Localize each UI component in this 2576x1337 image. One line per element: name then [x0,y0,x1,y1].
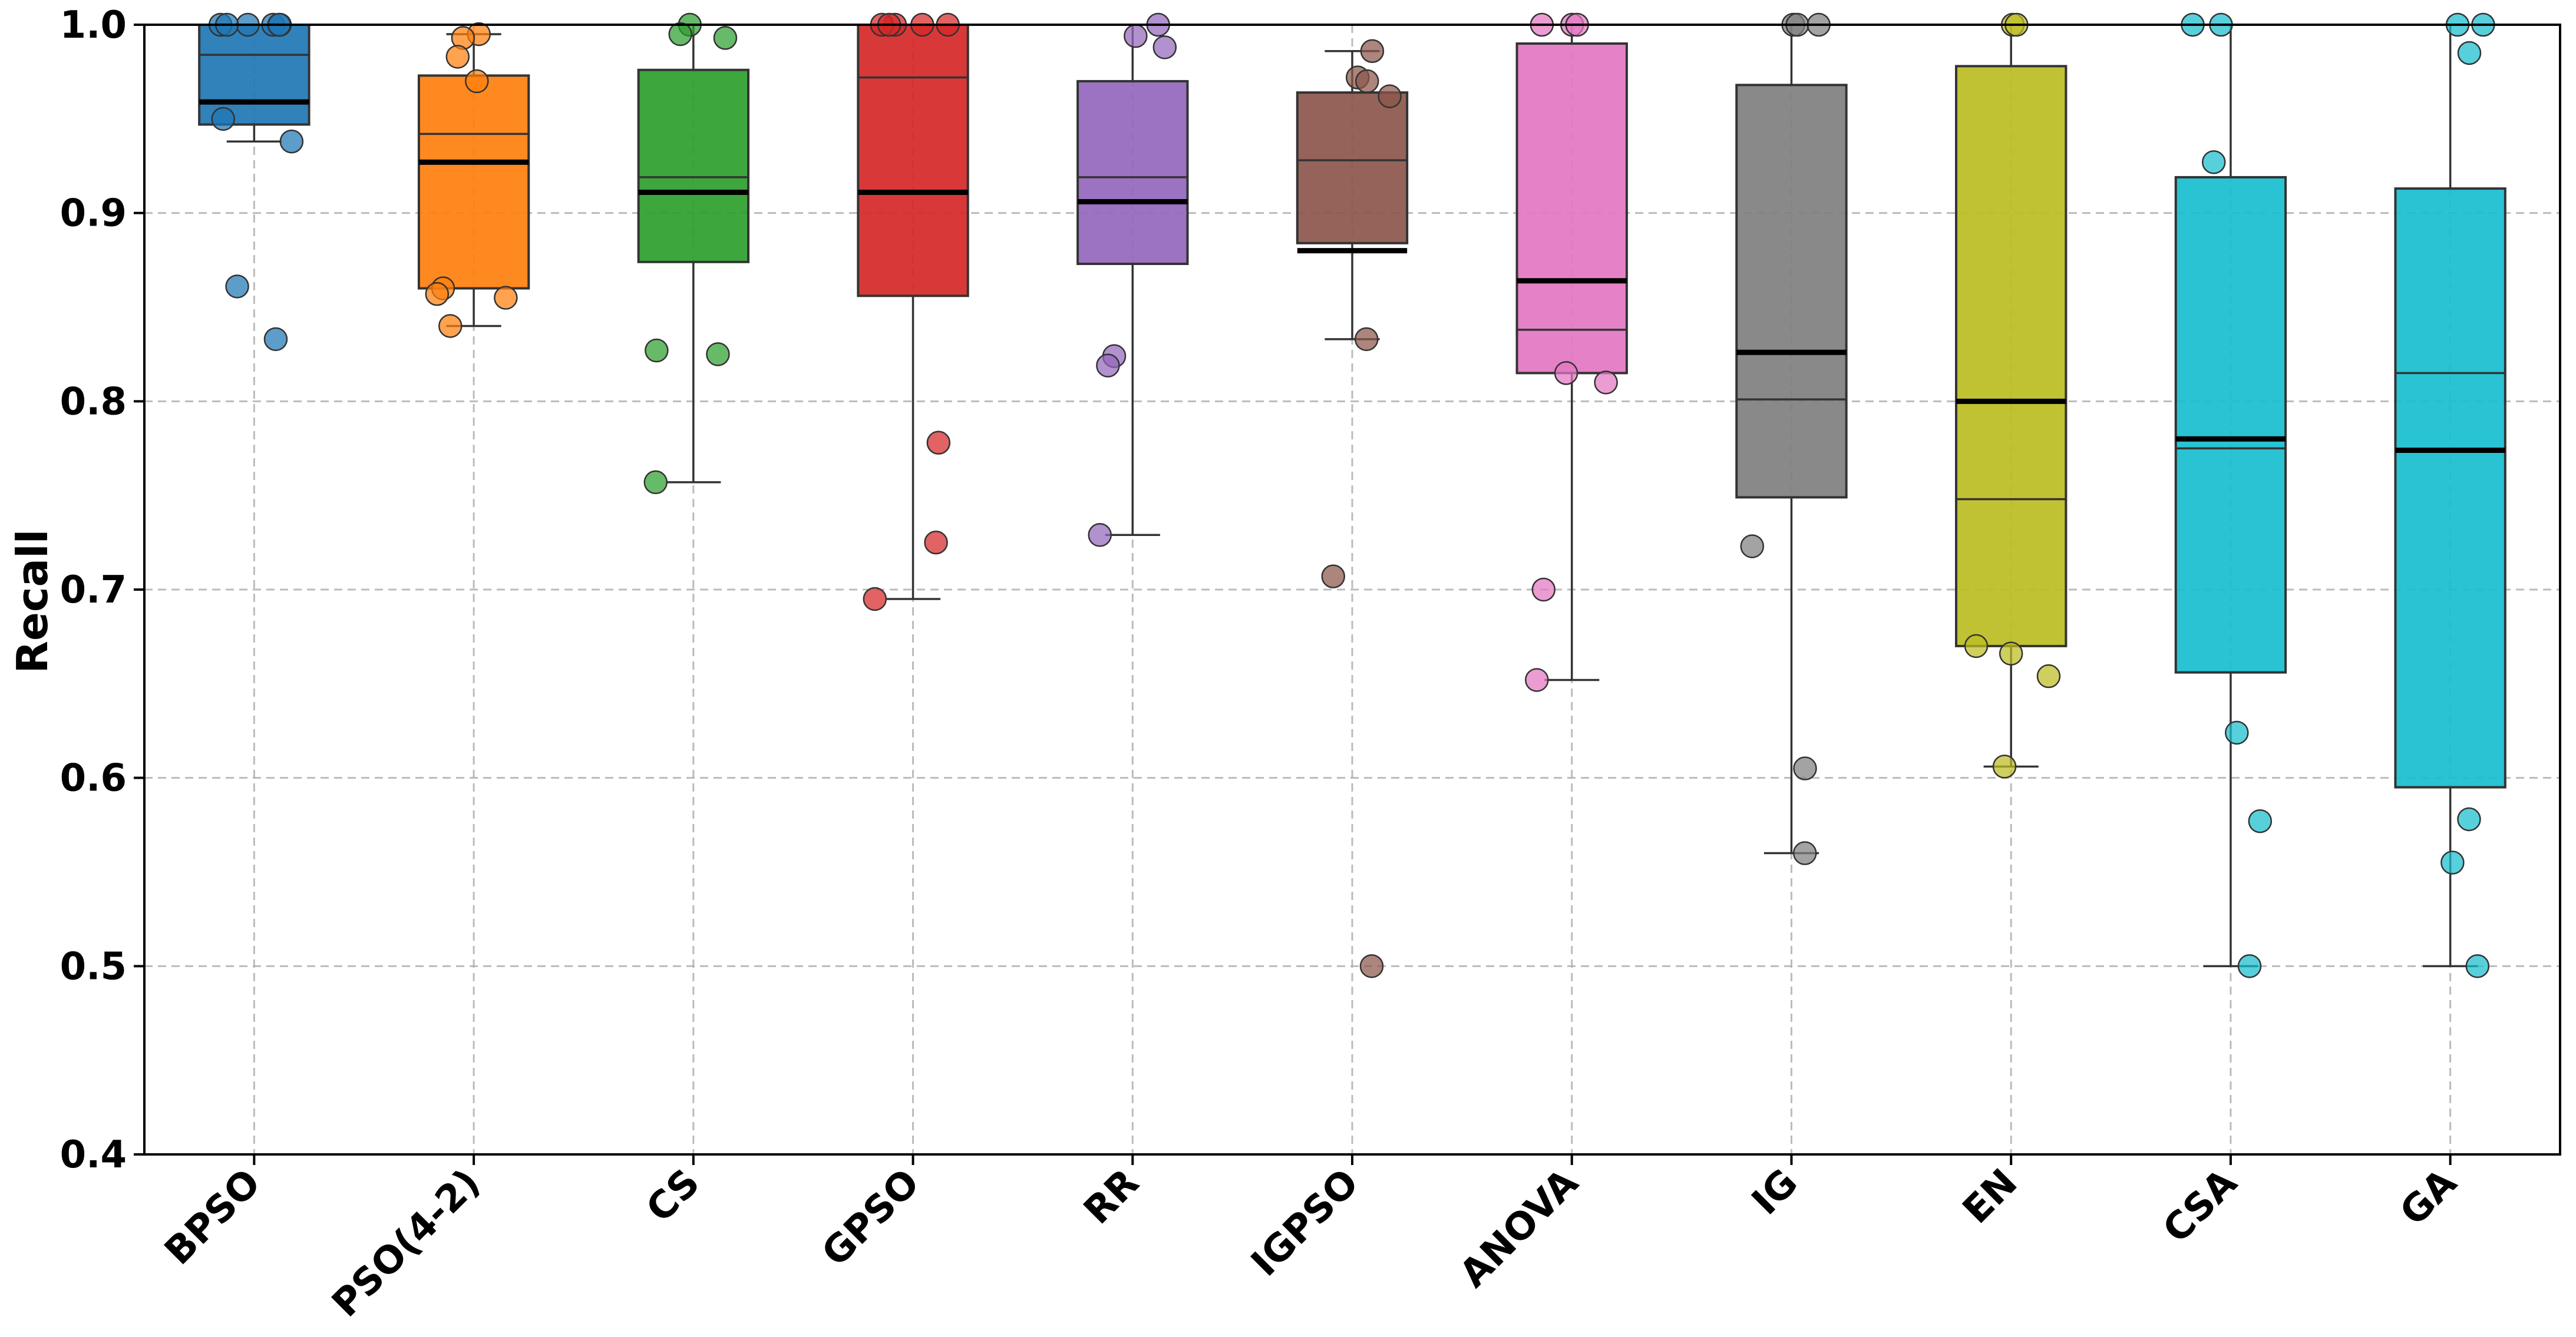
box-bpso [198,24,311,126]
data-point [438,314,463,338]
data-point [2457,41,2482,65]
data-point [924,530,948,555]
y-tick-label: 0.7 [60,568,127,612]
data-point [1359,954,1384,978]
x-tick-label: GA [2392,1161,2465,1235]
data-point [2440,850,2465,875]
x-tick-label: CSA [2155,1161,2245,1252]
data-point [668,22,692,47]
data-point [2457,807,2481,832]
data-point [2201,150,2226,174]
data-point [1793,756,1817,780]
data-point [445,45,470,69]
data-point [2248,809,2273,833]
data-point [1554,361,1578,385]
x-tick-label: IGPSO [1243,1161,1368,1285]
data-point [1531,577,1556,602]
y-axis-title: Recall [8,529,57,674]
data-point [713,26,738,50]
data-point [1124,24,1148,48]
data-point [465,69,489,94]
data-point [263,327,288,352]
x-tick-label: IG [1743,1161,1806,1223]
data-point [225,274,249,299]
y-tick-label: 0.9 [60,192,127,236]
data-point [279,129,304,154]
x-tick-label: RR [1076,1161,1148,1233]
data-point [863,587,887,611]
data-point [2225,720,2249,745]
data-point [1525,668,1549,692]
data-point [1740,534,1765,558]
data-point [1378,84,1402,108]
box-igpso [1296,91,1409,244]
data-point [645,338,669,363]
box-ga [2394,187,2506,789]
x-tick-label: GPSO [814,1161,928,1275]
data-point [643,470,668,495]
box-ig [1735,84,1848,499]
y-tick-label: 0.5 [60,945,127,988]
x-tick-label: PSO(4-2) [324,1161,489,1326]
data-point [1354,327,1379,352]
data-point [425,282,450,306]
y-tick-label: 0.4 [60,1133,127,1177]
data-point [1355,69,1379,94]
box-gpso [857,24,969,297]
data-point [2237,954,2262,978]
data-point [1964,634,1989,658]
data-point [211,107,235,131]
data-point [1360,39,1385,64]
data-point [1088,523,1112,547]
data-point [1321,564,1346,588]
y-tick-label: 1.0 [60,4,127,47]
x-tick-label: ANOVA [1452,1161,1587,1296]
data-point [1096,353,1120,378]
data-point [2465,954,2490,978]
box-csa [2174,176,2287,674]
data-point [1999,641,2023,666]
x-tick-label: BPSO [157,1161,269,1273]
data-point [1992,754,2017,779]
y-tick-label: 0.8 [60,380,127,423]
data-point [706,342,730,366]
data-point [2036,664,2061,689]
box-pso-4-2- [417,74,530,290]
box-layer [198,24,2506,968]
box-rr [1076,80,1189,265]
x-tick-label: CS [638,1161,708,1231]
box-anova [1515,42,1628,375]
data-point [926,431,951,455]
data-point [1152,35,1177,59]
box-cs [637,68,749,263]
x-tick-label: EN [1954,1161,2026,1232]
box-en [1955,65,2068,647]
data-point [494,286,518,310]
data-point [1792,841,1817,865]
y-tick-label: 0.6 [60,757,127,800]
data-point [1594,370,1618,395]
